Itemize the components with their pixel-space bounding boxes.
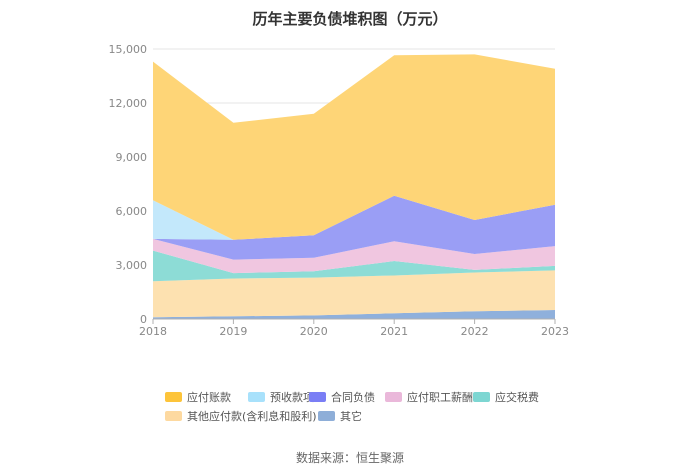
area-series-1: [153, 270, 555, 318]
x-tick-label: 2021: [380, 325, 408, 338]
area-series-4: [153, 195, 555, 260]
legend-label: 合同负债: [331, 390, 375, 404]
area-series: [153, 54, 555, 319]
y-tick-label: 12,000: [109, 97, 148, 110]
legend-label: 应付账款: [187, 390, 231, 404]
legend-swatch: [165, 392, 182, 402]
y-tick-label: 6,000: [116, 205, 148, 218]
y-tick-label: 0: [140, 313, 147, 326]
area-series-6: [153, 54, 555, 240]
legend-label: 应付职工薪酬: [407, 390, 473, 404]
y-tick-label: 15,000: [109, 43, 148, 56]
y-tick-label: 3,000: [116, 259, 148, 272]
y-tick-label: 9,000: [116, 151, 148, 164]
axes: 0 3,000 6,000 9,000 12,000 15,000 2018 2019 2020…: [109, 43, 570, 338]
legend-swatch: [473, 392, 490, 402]
x-tick-label: 2020: [300, 325, 328, 338]
legend-swatch: [165, 411, 182, 421]
legend-swatch: [318, 411, 335, 421]
x-tick-label: 2022: [461, 325, 489, 338]
legend-swatch: [309, 392, 326, 402]
area-series-2: [153, 250, 555, 282]
area-series-3: [153, 238, 555, 274]
x-tick-label: 2018: [139, 325, 167, 338]
legend-swatch: [248, 392, 265, 402]
legend-swatch: [385, 392, 402, 402]
area-series-5: [153, 195, 555, 240]
legend-label: 其他应付款(含利息和股利): [187, 409, 317, 423]
legend-label: 其它: [340, 409, 362, 423]
legend-label: 应交税费: [495, 390, 539, 404]
chart-title: 历年主要负债堆积图（万元）: [252, 10, 447, 28]
source-note: 数据来源：恒生聚源: [296, 450, 404, 465]
area-series-0: [153, 310, 555, 319]
legend-label: 预收款项: [270, 390, 314, 404]
x-tick-label: 2023: [541, 325, 569, 338]
x-tick-label: 2019: [219, 325, 247, 338]
